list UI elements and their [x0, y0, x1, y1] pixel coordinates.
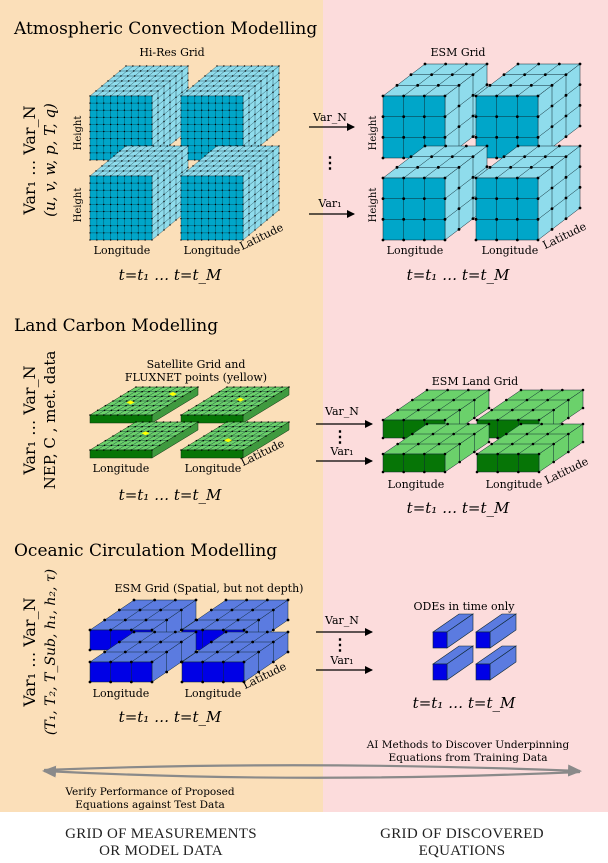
left-grid-label: Hi-Res Grid [139, 46, 204, 59]
time-range-left: t=t₁ … t=t_M [119, 266, 222, 284]
section-title: Atmospheric Convection Modelling [13, 19, 317, 39]
arrow-var-n-label: Var_N [324, 614, 359, 627]
ode-cube [475, 613, 517, 649]
left-grid-label: FLUXNET points (yellow) [125, 371, 267, 384]
section-oceanic-circulation: Oceanic Circulation Modelling Var₁ … Var… [14, 541, 517, 735]
footer-right-caption: GRID OF DISCOVERED EQUATIONS [312, 826, 608, 860]
esm-land-block [475, 422, 585, 474]
variables-list: (T₁, T₂, T_Sub, h₁, h₂, τ) [43, 569, 59, 735]
ode-cubes [432, 613, 517, 681]
left-grid-label: ESM Grid (Spatial, but not depth) [115, 582, 304, 595]
variables-list: (u, v, w, p, T, q) [41, 103, 59, 217]
right-grid-label: ESM Grid [431, 46, 486, 59]
axis-longitude: Longitude [482, 244, 539, 257]
axis-longitude: Longitude [387, 244, 444, 257]
esm-block [381, 62, 489, 160]
ocean-block [88, 630, 198, 684]
variables-list: NEP, C , met. data [41, 351, 59, 490]
axis-height-bottom: Height [73, 188, 84, 223]
section-title: Oceanic Circulation Modelling [14, 541, 277, 561]
vertical-ellipsis: ⋮ [332, 427, 348, 446]
time-range-left: t=t₁ … t=t_M [119, 486, 222, 504]
esm-block [381, 144, 489, 242]
axis-longitude: Longitude [185, 462, 242, 475]
section-atmospheric-convection: Atmospheric Convection Modelling Var₁ … … [13, 19, 588, 284]
arrow-var-n-label: Var_N [312, 111, 347, 124]
footer-right-line-2: EQUATIONS [418, 843, 506, 859]
loop-top-label: Equations from Training Data [388, 752, 547, 764]
footer-left-line-1: GRID OF MEASUREMENTS [65, 826, 257, 842]
ocean-block [180, 630, 290, 684]
vertical-ellipsis: ⋮ [332, 635, 348, 654]
axis-longitude: Longitude [185, 687, 242, 700]
ode-cube [432, 645, 474, 681]
grid-plate [180, 421, 290, 459]
axis-longitude: Longitude [486, 478, 543, 491]
loop-bottom-label: Equations against Test Data [75, 799, 225, 811]
right-grid-label: ESM Land Grid [432, 375, 518, 388]
satellite-grid-plates [89, 386, 290, 459]
variables-label: Var₁ … Var_N [20, 105, 39, 215]
time-range-right: t=t₁ … t=t_M [407, 266, 510, 284]
time-range-right: t=t₁ … t=t_M [407, 499, 510, 517]
time-range-right: t=t₁ … t=t_M [413, 694, 516, 712]
hi-res-block [180, 145, 280, 241]
variables-label: Var₁ … Var_N [20, 597, 39, 707]
arrow-var-1-label: Var₁ [329, 654, 353, 667]
arrow-var-1-label: Var₁ [317, 197, 341, 210]
loop-bottom-label: Verify Performance of Proposed [64, 786, 234, 798]
ode-cube [432, 613, 474, 649]
left-grid-label: Satellite Grid and [147, 358, 246, 371]
esm-land-block [381, 422, 491, 474]
axis-longitude: Longitude [93, 462, 150, 475]
axis-longitude: Longitude [184, 244, 241, 257]
section-title: Land Carbon Modelling [14, 316, 218, 336]
variables-label: Var₁ … Var_N [20, 365, 39, 475]
esm-land-grid-cubes [381, 388, 585, 474]
loop-arrow-right [43, 764, 582, 777]
axis-longitude: Longitude [93, 687, 150, 700]
esm-grid-cubes [381, 62, 582, 242]
footer-right-line-1: GRID OF DISCOVERED [380, 826, 544, 842]
footer-left-line-2: OR MODEL DATA [99, 843, 223, 859]
hi-res-grid-cubes [89, 65, 280, 241]
right-grid-label: ODEs in time only [414, 600, 516, 613]
loop-top-label: AI Methods to Discover Underpinning [366, 739, 570, 751]
loop-arrow-left [42, 765, 581, 779]
axis-longitude: Longitude [94, 244, 151, 257]
time-range-left: t=t₁ … t=t_M [119, 708, 222, 726]
training-test-loop: AI Methods to Discover Underpinning Equa… [42, 739, 582, 811]
ode-cube [475, 645, 517, 681]
axis-height-bottom: Height [368, 188, 379, 223]
ocean-esm-grid-cubes [88, 598, 290, 684]
axis-longitude: Longitude [388, 478, 445, 491]
axis-height-top: Height [73, 116, 84, 151]
section-land-carbon: Land Carbon Modelling Var₁ … Var_N NEP, … [14, 316, 590, 517]
arrow-var-1-label: Var₁ [329, 445, 353, 458]
esm-block [474, 144, 582, 242]
axis-height-top: Height [368, 116, 379, 151]
vertical-ellipsis: ⋮ [322, 153, 338, 172]
grid-plate [89, 421, 199, 459]
grid-plate [180, 386, 290, 424]
grid-plate [89, 386, 199, 424]
arrow-var-n-label: Var_N [324, 405, 359, 418]
footer-left-caption: GRID OF MEASUREMENTS OR MODEL DATA [11, 826, 311, 860]
